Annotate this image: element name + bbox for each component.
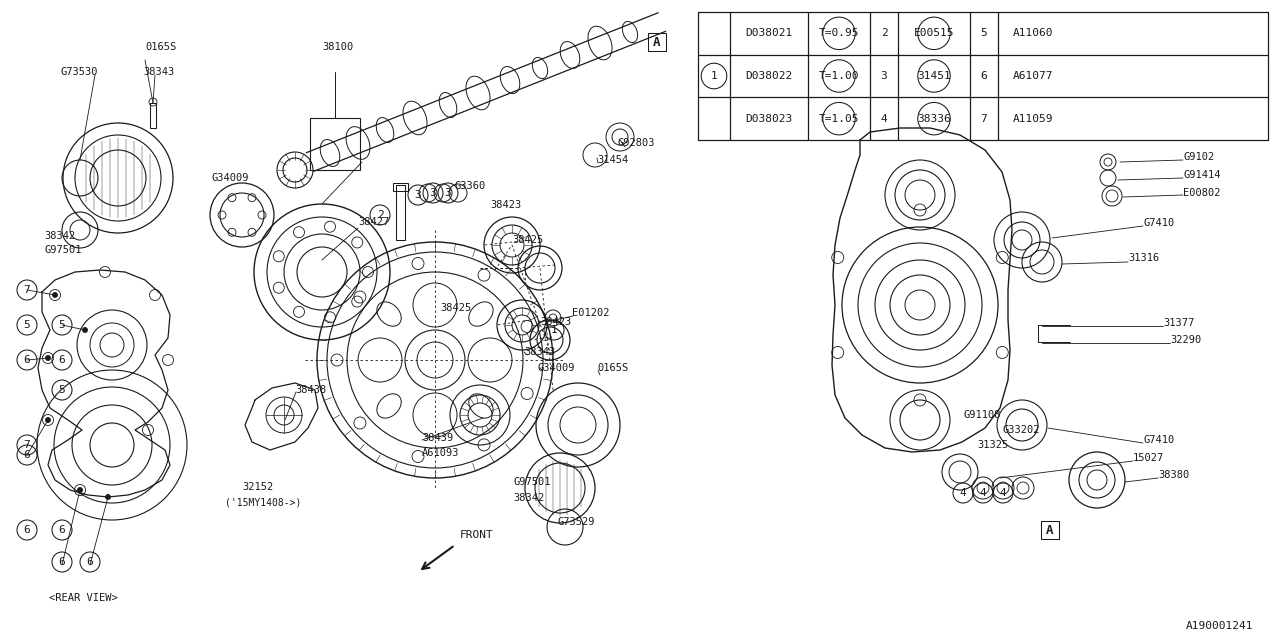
Text: T=1.00: T=1.00 [819, 71, 859, 81]
Text: 3: 3 [881, 71, 887, 81]
Text: 38342: 38342 [513, 493, 544, 503]
Text: 6: 6 [59, 355, 65, 365]
Circle shape [46, 417, 50, 422]
Text: 32290: 32290 [1170, 335, 1201, 345]
Text: 31451: 31451 [918, 71, 951, 81]
Text: 6: 6 [23, 525, 31, 535]
Text: E00802: E00802 [1183, 188, 1221, 198]
Text: 38342: 38342 [44, 231, 76, 241]
Text: G91108: G91108 [963, 410, 1001, 420]
Text: 4: 4 [960, 488, 966, 498]
Text: A190001241: A190001241 [1185, 621, 1253, 631]
Text: G3360: G3360 [454, 181, 485, 191]
Text: 2: 2 [376, 210, 384, 220]
Text: 4: 4 [881, 114, 887, 124]
Text: A61077: A61077 [1012, 71, 1053, 81]
Text: G33202: G33202 [1002, 425, 1039, 435]
Text: 38336: 38336 [918, 114, 951, 124]
Text: G7410: G7410 [1143, 435, 1174, 445]
Circle shape [52, 292, 58, 298]
Text: A11060: A11060 [1012, 28, 1053, 38]
Text: 31454: 31454 [596, 155, 628, 165]
Text: A: A [653, 35, 660, 49]
Text: D038021: D038021 [745, 28, 792, 38]
Text: 7: 7 [980, 114, 987, 124]
Text: 6: 6 [980, 71, 987, 81]
Text: 32152: 32152 [242, 482, 273, 492]
Text: 5: 5 [59, 385, 65, 395]
Bar [1041, 521, 1059, 539]
Bar [393, 183, 408, 191]
Text: 5: 5 [59, 320, 65, 330]
Text: 3: 3 [415, 190, 421, 200]
Text: G97501: G97501 [513, 477, 550, 487]
Text: 38425: 38425 [440, 303, 471, 313]
Text: 38439: 38439 [422, 433, 453, 443]
Bar [396, 185, 404, 240]
Bar [150, 103, 156, 128]
Text: 2: 2 [881, 28, 887, 38]
Text: G9102: G9102 [1183, 152, 1215, 162]
Circle shape [105, 495, 110, 499]
Text: 38427: 38427 [358, 217, 389, 227]
Text: E01202: E01202 [572, 308, 609, 318]
Text: D038023: D038023 [745, 114, 792, 124]
Text: 31377: 31377 [1164, 318, 1194, 328]
Text: G7410: G7410 [1143, 218, 1174, 228]
Text: 6: 6 [87, 557, 93, 567]
Text: ('15MY1408->): ('15MY1408->) [225, 497, 301, 507]
Text: T=0.95: T=0.95 [819, 28, 859, 38]
Text: 1: 1 [710, 71, 717, 81]
Text: 7: 7 [23, 440, 31, 450]
Text: G73529: G73529 [557, 517, 594, 527]
Text: 6: 6 [59, 525, 65, 535]
Text: FRONT: FRONT [460, 530, 494, 540]
Text: G97501: G97501 [44, 245, 82, 255]
Circle shape [78, 488, 82, 493]
Text: 0165S: 0165S [145, 42, 177, 52]
Text: G73530: G73530 [60, 67, 97, 77]
Text: 38438: 38438 [294, 385, 326, 395]
Text: 3: 3 [444, 188, 452, 198]
Text: 38423: 38423 [540, 317, 571, 327]
Text: 15027: 15027 [1133, 453, 1165, 463]
Text: 38380: 38380 [1158, 470, 1189, 480]
Text: A: A [1046, 524, 1053, 536]
Text: 38423: 38423 [490, 200, 521, 210]
Text: 6: 6 [23, 355, 31, 365]
Text: 38343: 38343 [143, 67, 174, 77]
Text: 31316: 31316 [1128, 253, 1160, 263]
Text: E00515: E00515 [914, 28, 955, 38]
Text: 5: 5 [980, 28, 987, 38]
Text: 4: 4 [1000, 488, 1006, 498]
Bar [648, 33, 666, 51]
Text: 3: 3 [430, 188, 436, 198]
Text: G92803: G92803 [617, 138, 654, 148]
Text: 5: 5 [23, 320, 31, 330]
Text: 0165S: 0165S [596, 363, 628, 373]
Text: D038022: D038022 [745, 71, 792, 81]
Text: G91414: G91414 [1183, 170, 1221, 180]
Text: 38425: 38425 [512, 235, 543, 245]
Circle shape [82, 328, 87, 333]
Text: 38343: 38343 [524, 347, 556, 357]
Text: 6: 6 [23, 450, 31, 460]
Bar [310, 118, 360, 170]
Text: <REAR VIEW>: <REAR VIEW> [49, 593, 118, 603]
Text: G34009: G34009 [211, 173, 248, 183]
Text: 4: 4 [979, 488, 987, 498]
Text: 7: 7 [23, 285, 31, 295]
Text: 6: 6 [59, 557, 65, 567]
Text: A61093: A61093 [422, 448, 460, 458]
Text: 31325: 31325 [977, 440, 1009, 450]
Text: T=1.05: T=1.05 [819, 114, 859, 124]
Circle shape [46, 355, 50, 360]
Text: 1: 1 [550, 325, 557, 335]
Text: 38100: 38100 [323, 42, 353, 52]
Text: G34009: G34009 [538, 363, 575, 373]
Text: A11059: A11059 [1012, 114, 1053, 124]
